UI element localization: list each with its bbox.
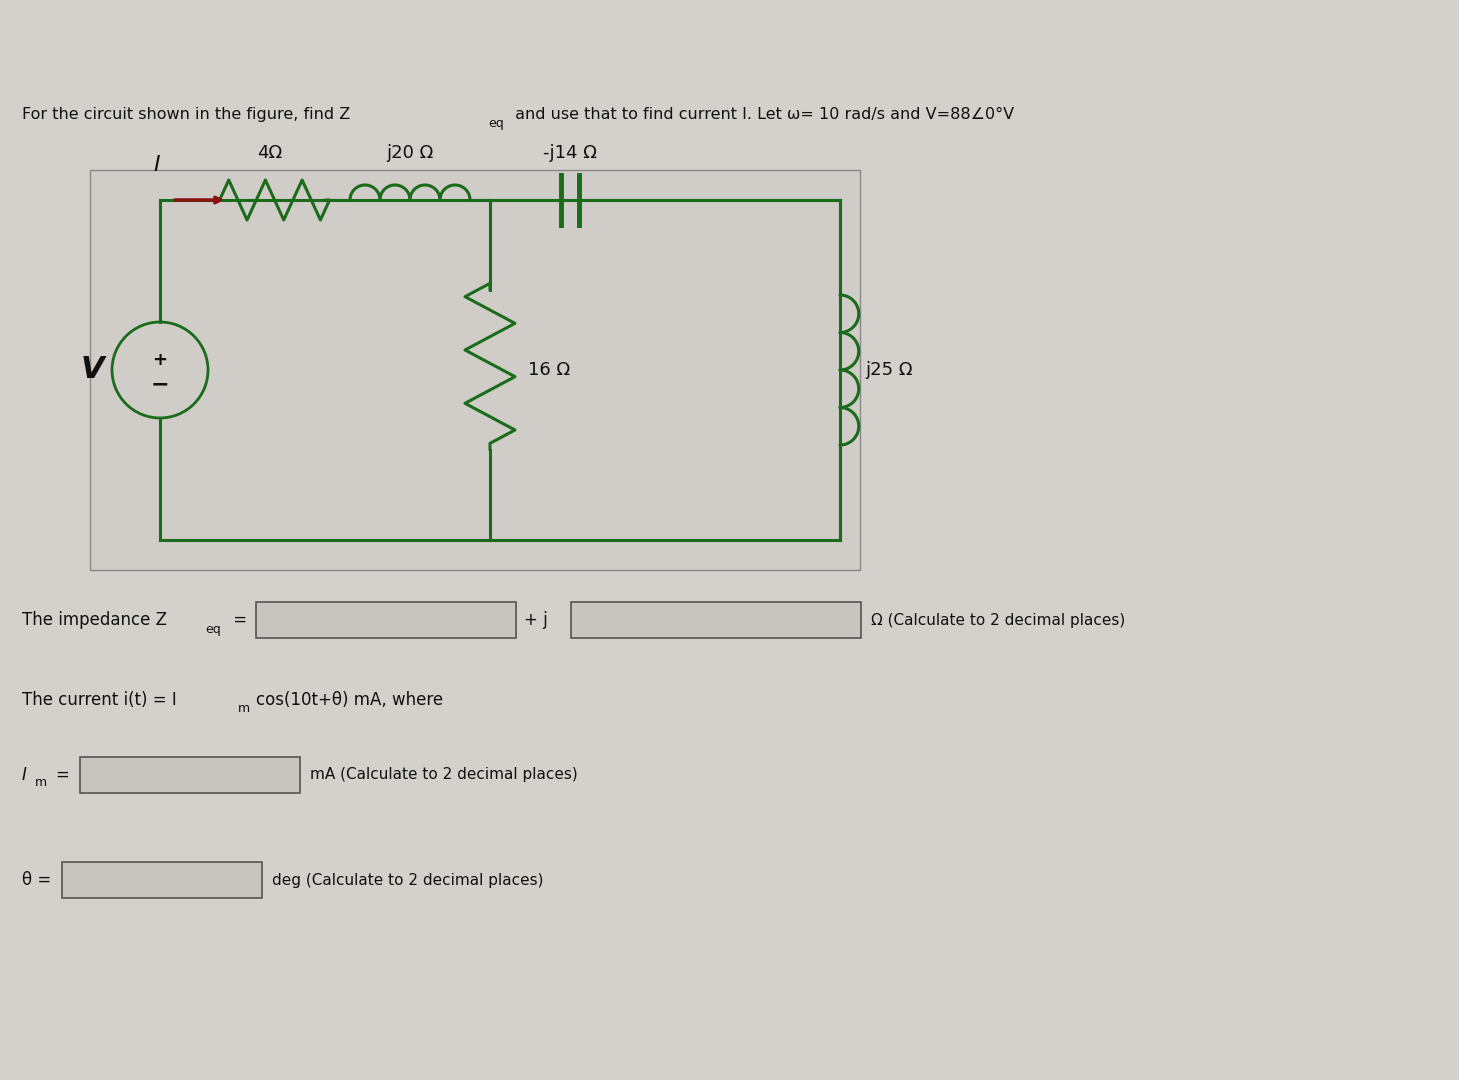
Text: eq: eq	[206, 622, 220, 635]
Text: + j: + j	[524, 611, 547, 629]
Text: The impedance Z: The impedance Z	[22, 611, 166, 629]
Text: deg (Calculate to 2 decimal places): deg (Calculate to 2 decimal places)	[271, 873, 544, 888]
Text: cos(10t+θ) mA, where: cos(10t+θ) mA, where	[255, 691, 444, 708]
Text: For the circuit shown in the figure, find Z: For the circuit shown in the figure, fin…	[22, 108, 350, 122]
Text: mA (Calculate to 2 decimal places): mA (Calculate to 2 decimal places)	[309, 768, 578, 783]
Text: =: =	[55, 766, 69, 784]
Text: m: m	[35, 777, 47, 789]
Text: The current i(t) = I: The current i(t) = I	[22, 691, 177, 708]
Bar	[61, 862, 263, 897]
Text: V: V	[80, 355, 104, 384]
Text: eq: eq	[487, 118, 503, 131]
Text: j20 Ω: j20 Ω	[387, 144, 433, 162]
Text: -j14 Ω: -j14 Ω	[543, 144, 597, 162]
Text: m: m	[238, 702, 249, 715]
Bar	[80, 757, 301, 793]
Bar	[90, 170, 859, 570]
Text: =: =	[228, 611, 247, 629]
Bar	[255, 602, 516, 638]
Text: 4Ω: 4Ω	[257, 144, 283, 162]
Text: 16 Ω: 16 Ω	[528, 361, 570, 379]
Text: Ω (Calculate to 2 decimal places): Ω (Calculate to 2 decimal places)	[871, 612, 1125, 627]
Text: +: +	[153, 351, 168, 369]
Text: j25 Ω: j25 Ω	[865, 361, 912, 379]
Text: −: −	[150, 374, 169, 394]
Text: I: I	[153, 156, 160, 175]
Text: I: I	[22, 766, 26, 784]
Text: and use that to find current I. Let ω= 10 rad/s and V=88∠0°V: and use that to find current I. Let ω= 1…	[511, 108, 1014, 122]
Bar	[570, 602, 861, 638]
Text: θ =: θ =	[22, 870, 51, 889]
